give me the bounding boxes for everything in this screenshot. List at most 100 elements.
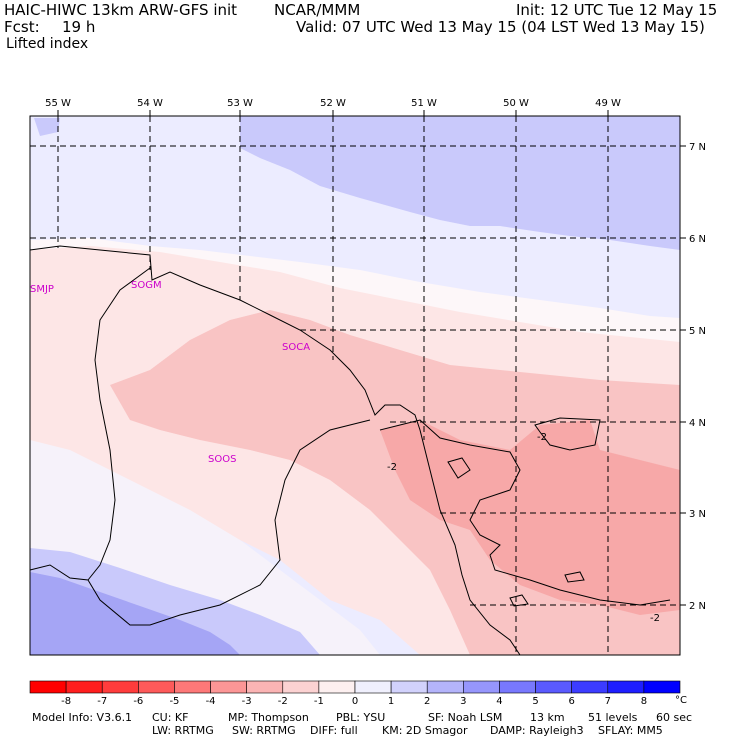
lon-label: 53 W — [227, 98, 253, 109]
border-west — [87, 267, 151, 581]
lon-labels: 55 W 54 W 53 W 52 W 51 W 50 W 49 W — [45, 98, 621, 109]
colorbar-swatch — [174, 680, 211, 694]
lat-label: 7 N — [689, 142, 706, 153]
colorbar-tick-label: 1 — [388, 696, 394, 707]
field-pos3-sw — [30, 572, 240, 655]
lat-label: 3 N — [689, 509, 706, 520]
lat-label: 4 N — [689, 418, 706, 429]
colorbar-unit: °C — [675, 695, 687, 706]
field-pos2-north — [240, 116, 680, 250]
lon-label: 54 W — [137, 98, 163, 109]
valid-time: Valid: 07 UTC Wed 13 May 15 (04 LST Wed … — [296, 18, 705, 36]
colorbar-swatch — [138, 680, 175, 694]
colorbar-tick-label: -8 — [61, 696, 71, 707]
colorbar-swatch — [29, 680, 67, 694]
footer-levels: 51 levels — [588, 711, 638, 724]
colorbar-tick-label: -6 — [133, 696, 143, 707]
shaded-field — [30, 116, 680, 655]
colorbar-tick-label: -7 — [97, 696, 107, 707]
colorbar-tick-label: 7 — [605, 696, 611, 707]
lon-label: 49 W — [595, 98, 621, 109]
contour-neg2-loop1 — [447, 457, 471, 479]
contour-labels: -2 -2 -2 — [387, 432, 660, 624]
plot-frame — [29, 115, 681, 656]
lon-label: 51 W — [411, 98, 437, 109]
colorbar-tick-label: 6 — [568, 696, 574, 707]
colorbar-tick-label: -2 — [278, 696, 288, 707]
footer-mp: MP: Thompson — [228, 711, 309, 724]
lat-label: 5 N — [689, 326, 706, 337]
forecast-hour: 19 h — [62, 18, 96, 36]
lat-label: 6 N — [689, 234, 706, 245]
colorbar-tick-label: 0 — [352, 696, 358, 707]
station-smjp: SMJP — [30, 284, 54, 295]
ticks — [57, 110, 686, 606]
footer-diff: DIFF: full — [310, 724, 358, 737]
footer-sf: SF: Noah LSM — [428, 711, 503, 724]
footer-km: KM: 2D Smagor — [382, 724, 468, 737]
colorbar-tick-label: -5 — [169, 696, 179, 707]
colorbar-tick-label: -3 — [242, 696, 252, 707]
footer-lw: LW: RRTMG — [152, 724, 214, 737]
contour-label: -2 — [387, 462, 397, 473]
station-soca: SOCA — [282, 342, 310, 353]
colorbar-tick-label: 3 — [460, 696, 466, 707]
station-labels: SMJP SOGM SOCA SOOS — [30, 280, 310, 465]
contour-label: -2 — [650, 613, 660, 624]
station-soos: SOOS — [208, 454, 236, 465]
colorbar-tick-label: -1 — [314, 696, 324, 707]
footer-cu: CU: KF — [152, 711, 189, 724]
colorbar-tick-label: 8 — [641, 696, 647, 707]
colorbar-swatch — [210, 680, 247, 694]
colorbar-swatch — [643, 680, 681, 694]
footer-resolution: 13 km — [530, 711, 565, 724]
forecast-label: Fcst: — [4, 18, 40, 36]
colorbar-swatch — [426, 680, 464, 694]
colorbar-tick-label: 4 — [496, 696, 502, 707]
colorbar-tick-label: -4 — [206, 696, 216, 707]
lat-label: 2 N — [689, 601, 706, 612]
contour-neg2-loop3 — [564, 571, 585, 583]
lon-label: 50 W — [503, 98, 529, 109]
colorbar-swatch — [571, 680, 609, 694]
contour-neg2-loop2 — [509, 594, 529, 607]
field-name: Lifted index — [6, 36, 89, 52]
border-south — [29, 419, 371, 626]
colorbar-tick-label: 5 — [532, 696, 538, 707]
footer-damp: DAMP: Rayleigh3 — [490, 724, 584, 737]
colorbar-swatch — [535, 680, 572, 694]
footer-pbl: PBL: YSU — [336, 711, 386, 724]
contour-neg2-east — [534, 417, 601, 451]
colorbar-swatch — [318, 680, 356, 694]
colorbar-swatch — [246, 680, 284, 694]
coastline — [29, 245, 521, 656]
contour-neg2-main — [379, 419, 671, 606]
colorbar-swatch — [101, 680, 139, 694]
field-neg3-se — [380, 420, 680, 615]
colorbar-swatch — [607, 680, 645, 694]
lon-label: 55 W — [45, 98, 71, 109]
coastlines — [29, 245, 521, 656]
lon-label: 52 W — [320, 98, 346, 109]
station-sogm: SOGM — [131, 280, 162, 291]
org-label: NCAR/MMM — [274, 1, 361, 19]
model-title: HAIC-HIWC 13km ARW-GFS init — [4, 1, 238, 19]
colorbar: -8 -7 -6 -5 -4 -3 -2 -1 0 1 2 3 4 5 6 7 8 — [29, 680, 681, 707]
colorbar-swatch — [65, 680, 103, 694]
colorbar-swatch — [282, 680, 320, 694]
colorbar-tick-label: 2 — [424, 696, 430, 707]
footer-sflay: SFLAY: MM5 — [598, 724, 663, 737]
footer-timestep: 60 sec — [656, 711, 693, 724]
field-pos2-nw — [34, 118, 60, 136]
colorbar-swatch — [390, 680, 428, 694]
footer-model-info: Model Info: V3.6.1 — [32, 711, 133, 724]
contour-label: -2 — [537, 432, 547, 443]
init-time: Init: 12 UTC Tue 12 May 15 — [516, 1, 718, 19]
colorbar-swatch — [354, 680, 392, 694]
colorbar-swatch — [463, 680, 500, 694]
footer-sw: SW: RRTMG — [232, 724, 296, 737]
contour-lines — [379, 417, 671, 607]
graticule — [30, 116, 680, 655]
colorbar-swatch — [499, 680, 536, 694]
